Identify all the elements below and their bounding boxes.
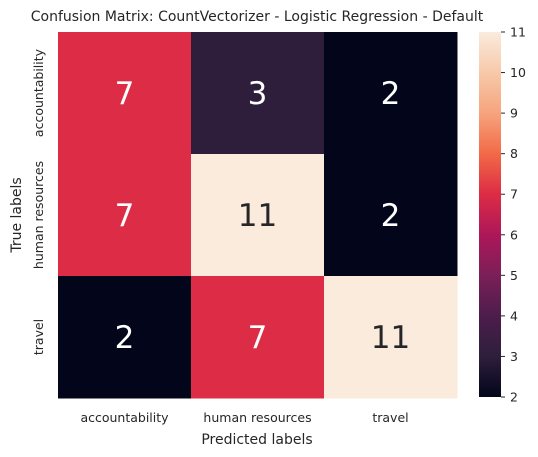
x-tick-labels: accountability human resources travel bbox=[80, 410, 408, 425]
colorbar-tick-label: 3 bbox=[510, 349, 518, 364]
colorbar-tick-label: 7 bbox=[510, 187, 518, 202]
colorbar-tick-label: 4 bbox=[510, 308, 518, 323]
cell-value: 2 bbox=[381, 198, 401, 234]
heatmap-cell bbox=[324, 154, 458, 277]
heatmap-cells bbox=[58, 32, 458, 399]
heatmap-cell bbox=[58, 32, 192, 155]
heatmap-cell bbox=[324, 32, 458, 155]
y-tick-label: travel bbox=[31, 319, 46, 355]
colorbar-tick-label: 9 bbox=[510, 106, 518, 121]
cell-value: 7 bbox=[248, 320, 268, 356]
heatmap-cell bbox=[324, 276, 458, 399]
cell-value: 7 bbox=[115, 198, 135, 234]
colorbar-tick-label: 6 bbox=[510, 227, 518, 242]
heatmap-cell bbox=[58, 276, 192, 399]
colorbar bbox=[479, 32, 501, 397]
colorbar-tick-label: 8 bbox=[510, 146, 518, 161]
heatmap-cell bbox=[191, 154, 325, 277]
colorbar-tick-label: 5 bbox=[510, 268, 518, 283]
y-tick-label: accountability bbox=[31, 48, 46, 137]
heatmap-cell bbox=[58, 154, 192, 277]
colorbar-ticks: 2 3 4 5 6 7 8 9 10 11 bbox=[501, 25, 526, 405]
colorbar-tick-label: 2 bbox=[510, 390, 518, 405]
x-tick-label: travel bbox=[372, 410, 408, 425]
y-tick-labels: accountability human resources travel bbox=[31, 48, 46, 355]
x-tick-label: accountability bbox=[80, 410, 169, 425]
cell-value: 7 bbox=[115, 76, 135, 112]
cell-value: 2 bbox=[115, 320, 135, 356]
y-tick-label: human resources bbox=[31, 161, 46, 269]
cell-annotations: 7 3 2 7 11 2 2 7 11 bbox=[115, 76, 411, 356]
heatmap-cell bbox=[191, 276, 325, 399]
colorbar-tick-label: 11 bbox=[510, 25, 526, 40]
cell-value: 2 bbox=[381, 76, 401, 112]
cell-value: 3 bbox=[248, 76, 268, 112]
cell-value: 11 bbox=[238, 198, 277, 234]
colorbar-tick-label: 10 bbox=[510, 65, 526, 80]
heatmap-cell bbox=[191, 32, 325, 155]
y-axis-label: True labels bbox=[9, 177, 25, 253]
cell-value: 11 bbox=[371, 320, 410, 356]
x-axis-label: Predicted labels bbox=[201, 432, 312, 448]
x-tick-label: human resources bbox=[203, 410, 311, 425]
chart-title: Confusion Matrix: CountVectorizer - Logi… bbox=[31, 9, 484, 25]
